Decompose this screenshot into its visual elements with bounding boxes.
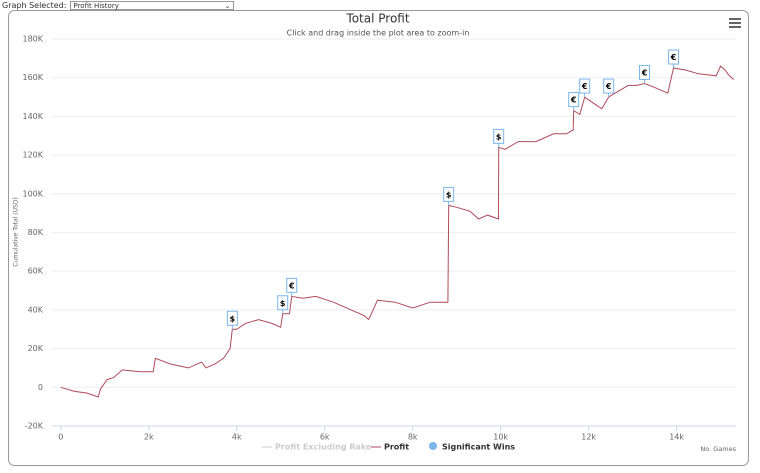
y-axis-label: Cumulative Total (USD) [13,197,20,267]
menu-bar [729,26,741,28]
x-tick-label: 4k [232,433,242,442]
legend-label: Profit Excluding Rake [275,443,372,452]
significant-win-flag: $ [443,186,455,206]
flag-box [286,277,298,293]
significant-win-flag: € [568,92,580,111]
legend-label: Profit [384,443,409,452]
significant-win-flag: $ [277,295,289,314]
flag-box [639,65,651,81]
y-tick-label: 40K [28,305,44,314]
y-tick-label: 60K [28,267,44,276]
flag-label: € [670,53,677,62]
flag-box [443,186,455,202]
y-tick-label: -20K [25,422,44,431]
flag-box [277,295,289,311]
legend-symbol [429,442,437,450]
menu-button[interactable] [729,18,741,28]
x-tick-label: 6k [320,433,330,442]
significant-win-flag: € [639,65,651,84]
flag-label: € [605,82,612,91]
legend: Profit Excluding Rake Profit Significant W… [262,442,515,452]
flag-box [579,78,591,94]
x-axis-label: No. Games [700,445,736,453]
y-tick-label: 120K [22,151,43,160]
flag-box [226,310,238,326]
x-tick-label: 10k [493,433,508,442]
flag-box [603,78,615,94]
select-arrow: ⌄ [224,1,231,10]
y-tick-label: 80K [28,228,44,237]
y-tick-label: 100K [22,189,43,198]
y-tick-label: 160K [22,73,43,82]
graph-selector: Graph Selected: Profit History ⌄ [0,0,235,10]
flag-label: $ [230,314,236,323]
chart-title: Total Profit [345,12,409,26]
x-tick-label: 8k [408,433,418,442]
legend-item[interactable]: Profit [371,443,409,452]
x-tick-label: 12k [581,433,596,442]
x-tick-label: 0 [58,433,63,442]
flag-label: € [288,281,295,290]
flag-box [668,49,680,65]
legend-label: Significant Wins [442,443,515,452]
flag-label: € [581,82,588,91]
legend-item[interactable]: Profit Excluding Rake [262,443,372,452]
menu-bar [729,18,741,20]
flag-label: € [570,96,577,105]
menu-bar [729,22,741,24]
flag-box [568,92,580,108]
graph-select[interactable]: Profit History ⌄ [70,0,235,10]
y-tick-label: 140K [22,112,43,121]
flag-label: $ [280,299,286,308]
profit-line [60,65,735,398]
selector-label: Graph Selected: [2,0,67,10]
significant-win-flag: $ [226,310,238,330]
y-tick-label: 20K [28,344,44,353]
y-tick-label: 180K [22,35,43,44]
significant-win-flag: € [579,78,591,98]
significant-win-flag: € [603,78,615,98]
x-tick-label: 2k [144,433,154,442]
flag-label: $ [496,132,502,141]
chart-subtitle: Click and drag inside the plot area to z… [287,29,470,38]
flag-box [493,128,505,144]
significant-win-flag: € [286,277,298,297]
significant-win-flag: € [668,49,680,69]
flag-label: € [641,69,648,78]
y-tick-label: 0 [38,383,43,392]
selected-option: Profit History [73,1,119,10]
legend-item[interactable]: Significant Wins [429,442,515,452]
significant-win-flag: $ [493,128,505,148]
flag-label: $ [446,190,452,199]
x-tick-label: 14k [669,433,684,442]
chart-frame [8,10,749,466]
